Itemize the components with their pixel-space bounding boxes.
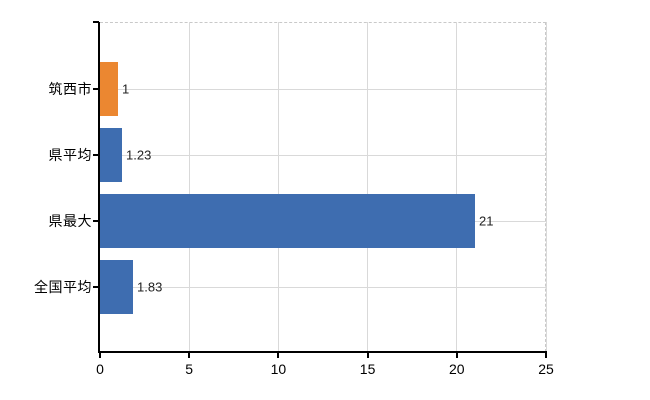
y-axis-tick xyxy=(93,286,99,288)
x-axis-tick-label: 0 xyxy=(96,361,104,377)
x-axis-tick xyxy=(455,353,458,358)
x-axis-tick-label: 15 xyxy=(359,361,376,377)
bar xyxy=(100,128,122,182)
x-axis-tick xyxy=(366,353,369,358)
vertical-gridline xyxy=(456,22,458,352)
bar xyxy=(100,194,475,248)
bar-value-label: 1.83 xyxy=(137,279,163,295)
bar xyxy=(100,62,118,116)
x-axis-tick-label: 20 xyxy=(449,361,465,377)
y-axis-category-label: 全国平均 xyxy=(34,279,92,295)
horizontal-gridline xyxy=(100,155,546,156)
bar-value-label: 1.23 xyxy=(126,147,152,163)
x-axis-tick-label: 10 xyxy=(270,361,287,377)
y-axis-tick xyxy=(93,220,99,222)
y-axis-category-label: 筑西市 xyxy=(48,81,92,97)
x-axis-tick xyxy=(277,353,280,358)
plot-border-top xyxy=(100,22,546,23)
x-axis-tick-label: 25 xyxy=(538,361,554,377)
y-axis-line xyxy=(98,22,100,353)
x-axis-tick xyxy=(188,353,191,358)
y-axis-category-label: 県平均 xyxy=(48,147,92,163)
y-axis-tick xyxy=(93,88,99,90)
plot-area: 0 5 10 15 20 25 1 1.23 21 1.83 xyxy=(93,21,554,377)
horizontal-gridline xyxy=(100,89,546,90)
y-axis-category-labels: 筑西市県平均県最大全国平均 xyxy=(0,22,92,352)
vertical-gridline xyxy=(545,22,547,352)
x-axis-line xyxy=(98,351,547,353)
horizontal-gridline xyxy=(100,287,546,288)
bar-value-label: 1 xyxy=(122,81,130,97)
y-axis-category-label: 県最大 xyxy=(48,213,92,229)
bar xyxy=(100,260,133,314)
x-axis-tick-label: 5 xyxy=(185,361,194,377)
vertical-gridline xyxy=(188,22,190,352)
y-axis-tick xyxy=(93,154,99,156)
x-axis-tick xyxy=(545,353,547,358)
x-axis-tick xyxy=(99,353,101,358)
vertical-gridline xyxy=(277,22,279,352)
vertical-gridline xyxy=(367,22,369,352)
bar-value-label: 21 xyxy=(479,213,494,229)
y-axis-top-tick xyxy=(93,21,99,23)
